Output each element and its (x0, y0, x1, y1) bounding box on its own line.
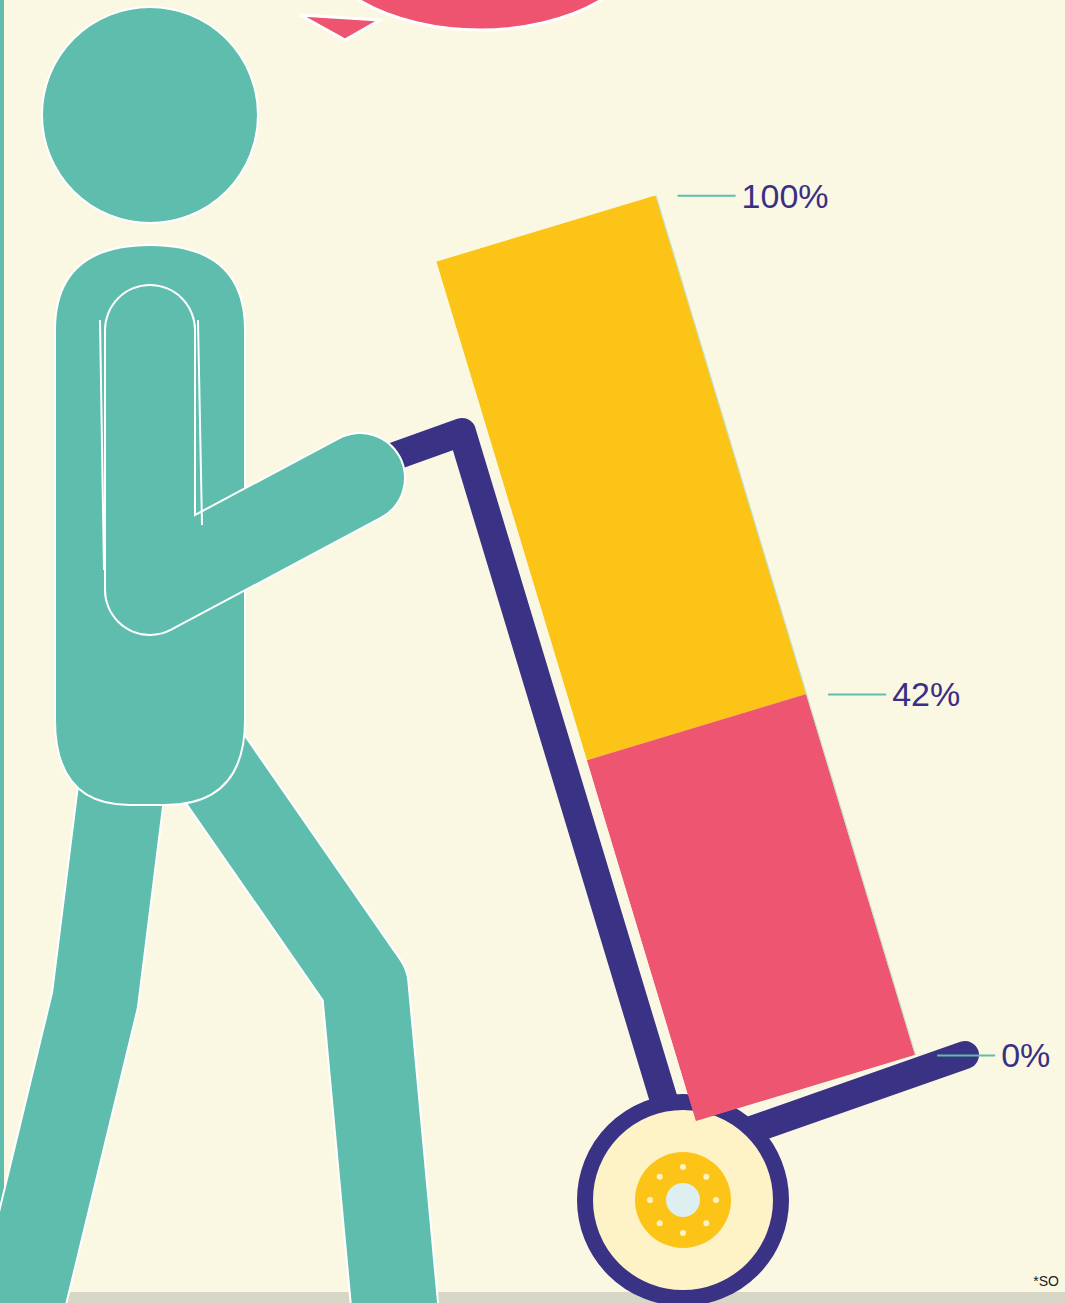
y-axis: 0% 42% 100% (656, 146, 1065, 1110)
hub-dot (713, 1197, 719, 1203)
back-leg-outline (20, 760, 125, 1303)
bar-segment (436, 195, 806, 760)
tick-label: 0% (1001, 1036, 1050, 1074)
tick-label: 42% (892, 675, 960, 713)
tick: 42% (828, 656, 971, 748)
bar-segment (587, 694, 915, 1121)
arm (100, 320, 360, 590)
hub-dot (703, 1174, 709, 1180)
bars (436, 195, 915, 1121)
head (42, 7, 258, 223)
hub-dot (680, 1230, 686, 1236)
hub-dot (657, 1220, 663, 1226)
tick-line (678, 195, 736, 197)
arm-outline (150, 330, 360, 590)
tick: 100% (678, 152, 839, 254)
hub-dot (703, 1220, 709, 1226)
tick-line (828, 693, 886, 695)
wheel (585, 1102, 781, 1298)
tick-label: 100% (742, 177, 829, 215)
arm-fill (150, 330, 360, 590)
chart: 0% 42% 100% (436, 146, 1065, 1177)
annotation: *SO (1033, 1273, 1059, 1289)
hub-dot (680, 1164, 686, 1170)
tick: 0% (937, 1023, 1061, 1105)
person (20, 7, 395, 1303)
back-leg (20, 760, 125, 1303)
left-border (0, 0, 4, 1292)
speech-bubble (300, 0, 650, 40)
arm-line (100, 320, 202, 570)
hub-dot (647, 1197, 653, 1203)
hub-dot (657, 1174, 663, 1180)
tick-line (937, 1054, 995, 1056)
front-leg-outline (195, 740, 395, 1303)
wheel-hub (635, 1152, 731, 1248)
bubble-body (310, 0, 650, 30)
front-leg (195, 740, 395, 1303)
background (0, 0, 1065, 1303)
canvas: 0% 42% 100% *SO (0, 0, 1065, 1303)
bottom-band (0, 1292, 1065, 1303)
axis-line (656, 196, 916, 1056)
wheel-center (666, 1183, 700, 1217)
bubble-tail (300, 15, 380, 40)
